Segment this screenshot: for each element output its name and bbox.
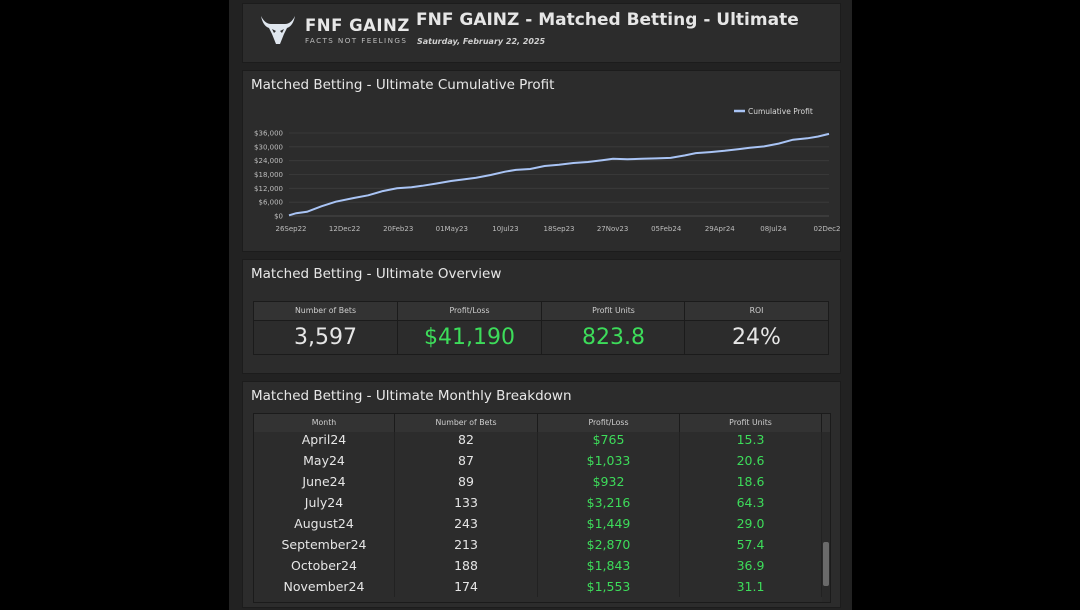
- table-row: June24 89 $932 18.6: [254, 471, 822, 492]
- x-tick-label: 02Dec2: [814, 225, 840, 233]
- column-header-profit-loss[interactable]: Profit/Loss: [538, 414, 680, 432]
- x-tick-label: 05Feb24: [651, 225, 682, 233]
- x-tick-label: 18Sep23: [543, 225, 574, 233]
- cell-profit-units: 31.1: [680, 576, 822, 597]
- cell-profit-units: 20.6: [680, 450, 822, 471]
- cell-profit-units: 36.9: [680, 555, 822, 576]
- table-body[interactable]: April24 82 $765 15.3 May24 87 $1,033 20.6 June24…: [254, 432, 822, 602]
- logo-tagline: FACTS NOT FEELINGS: [305, 36, 408, 45]
- kpi-value: 823.8: [582, 325, 645, 350]
- kpi-label: ROI: [685, 302, 828, 321]
- x-tick-label: 12Dec22: [329, 225, 360, 233]
- y-tick-label: $6,000: [259, 199, 284, 207]
- page-title: FNF GAINZ - Matched Betting - Ultimate: [416, 10, 799, 30]
- x-tick-label: 20Feb23: [383, 225, 413, 233]
- kpi-profit-units: Profit Units 823.8: [541, 301, 686, 355]
- y-tick-label: $36,000: [254, 130, 283, 138]
- cell-bets: 133: [395, 492, 538, 513]
- cell-profit-loss: $1,033: [538, 450, 680, 471]
- kpi-label: Profit/Loss: [398, 302, 541, 321]
- header-panel: FNF GAINZ FACTS NOT FEELINGS FNF GAINZ -…: [242, 3, 841, 63]
- cell-month: September24: [254, 534, 395, 555]
- x-tick-label: 29Apr24: [705, 225, 735, 233]
- cell-profit-loss: $765: [538, 432, 680, 450]
- cumulative-profit-chart: $0 $6,000 $12,000 $18,000 $24,000 $30,000 $36,…: [254, 107, 840, 233]
- kpi-value: 24%: [732, 325, 781, 350]
- y-tick-label: $24,000: [254, 157, 283, 165]
- y-tick-label: $18,000: [254, 171, 283, 179]
- cell-month: June24: [254, 471, 395, 492]
- cell-bets: 188: [395, 555, 538, 576]
- cell-month: April24: [254, 432, 395, 450]
- table-row: October24 188 $1,843 36.9: [254, 555, 822, 576]
- cell-profit-loss: $1,553: [538, 576, 680, 597]
- overview-panel: Matched Betting - Ultimate Overview Numb…: [242, 259, 841, 374]
- column-header-profit-units[interactable]: Profit Units: [680, 414, 822, 432]
- cell-profit-loss: $1,449: [538, 513, 680, 534]
- table-row: July24 133 $3,216 64.3: [254, 492, 822, 513]
- table-row: April24 82 $765 15.3: [254, 432, 822, 450]
- cell-bets: 213: [395, 534, 538, 555]
- cell-profit-units: 64.3: [680, 492, 822, 513]
- table-row: May24 87 $1,033 20.6: [254, 450, 822, 471]
- chart-legend: Cumulative Profit: [734, 107, 813, 116]
- cell-profit-units: 57.4: [680, 534, 822, 555]
- x-tick-label: 08Jul24: [760, 225, 787, 233]
- y-tick-label: $30,000: [254, 143, 283, 151]
- table-header: Month Number of Bets Profit/Loss Profit …: [254, 414, 830, 432]
- kpi-label: Profit Units: [542, 302, 685, 321]
- table-row: August24 243 $1,449 29.0: [254, 513, 822, 534]
- overview-title: Matched Betting - Ultimate Overview: [251, 266, 502, 282]
- kpi-roi: ROI 24%: [684, 301, 829, 355]
- cell-bets: 82: [395, 432, 538, 450]
- cell-profit-units: 18.6: [680, 471, 822, 492]
- cell-month: October24: [254, 555, 395, 576]
- table-scrollbar[interactable]: [822, 432, 830, 602]
- kpi-value: $41,190: [424, 325, 515, 350]
- bull-logo-icon: [261, 16, 295, 44]
- cell-bets: 243: [395, 513, 538, 534]
- x-tick-label: 10Jul23: [492, 225, 518, 233]
- x-tick-label: 27Nov23: [597, 225, 628, 233]
- cell-profit-loss: $2,870: [538, 534, 680, 555]
- cell-bets: 87: [395, 450, 538, 471]
- cell-profit-loss: $932: [538, 471, 680, 492]
- kpi-number-of-bets: Number of Bets 3,597: [253, 301, 398, 355]
- cell-bets: 174: [395, 576, 538, 597]
- cell-profit-loss: $1,843: [538, 555, 680, 576]
- kpi-profit-loss: Profit/Loss $41,190: [397, 301, 542, 355]
- scrollbar-thumb[interactable]: [823, 542, 829, 586]
- cell-month: May24: [254, 450, 395, 471]
- chart-title: Matched Betting - Ultimate Cumulative Pr…: [251, 77, 555, 93]
- column-header-month[interactable]: Month: [254, 414, 395, 432]
- report-date: Saturday, February 22, 2025: [417, 37, 546, 46]
- kpi-label: Number of Bets: [254, 302, 397, 321]
- x-tick-label: 01May23: [436, 225, 468, 233]
- cumulative-profit-panel: Matched Betting - Ultimate Cumulative Pr…: [242, 70, 841, 252]
- table-row: November24 174 $1,553 31.1: [254, 576, 822, 597]
- kpi-value: 3,597: [294, 325, 357, 350]
- monthly-title: Matched Betting - Ultimate Monthly Break…: [251, 388, 572, 404]
- legend-label: Cumulative Profit: [748, 107, 813, 116]
- monthly-table: Month Number of Bets Profit/Loss Profit …: [253, 413, 831, 603]
- cell-profit-loss: $3,216: [538, 492, 680, 513]
- logo-wordmark: FNF GAINZ: [305, 16, 410, 35]
- cell-month: August24: [254, 513, 395, 534]
- cell-profit-units: 29.0: [680, 513, 822, 534]
- column-header-bets[interactable]: Number of Bets: [395, 414, 538, 432]
- cell-profit-units: 15.3: [680, 432, 822, 450]
- cell-month: November24: [254, 576, 395, 597]
- cumulative-profit-line: [288, 132, 830, 217]
- cell-bets: 89: [395, 471, 538, 492]
- y-tick-label: $0: [274, 213, 283, 221]
- y-tick-label: $12,000: [254, 185, 283, 193]
- table-row: September24 213 $2,870 57.4: [254, 534, 822, 555]
- monthly-breakdown-panel: Matched Betting - Ultimate Monthly Break…: [242, 381, 841, 608]
- brand-logo: FNF GAINZ FACTS NOT FEELINGS: [257, 10, 410, 50]
- cell-month: July24: [254, 492, 395, 513]
- x-tick-label: 26Sep22: [275, 225, 306, 233]
